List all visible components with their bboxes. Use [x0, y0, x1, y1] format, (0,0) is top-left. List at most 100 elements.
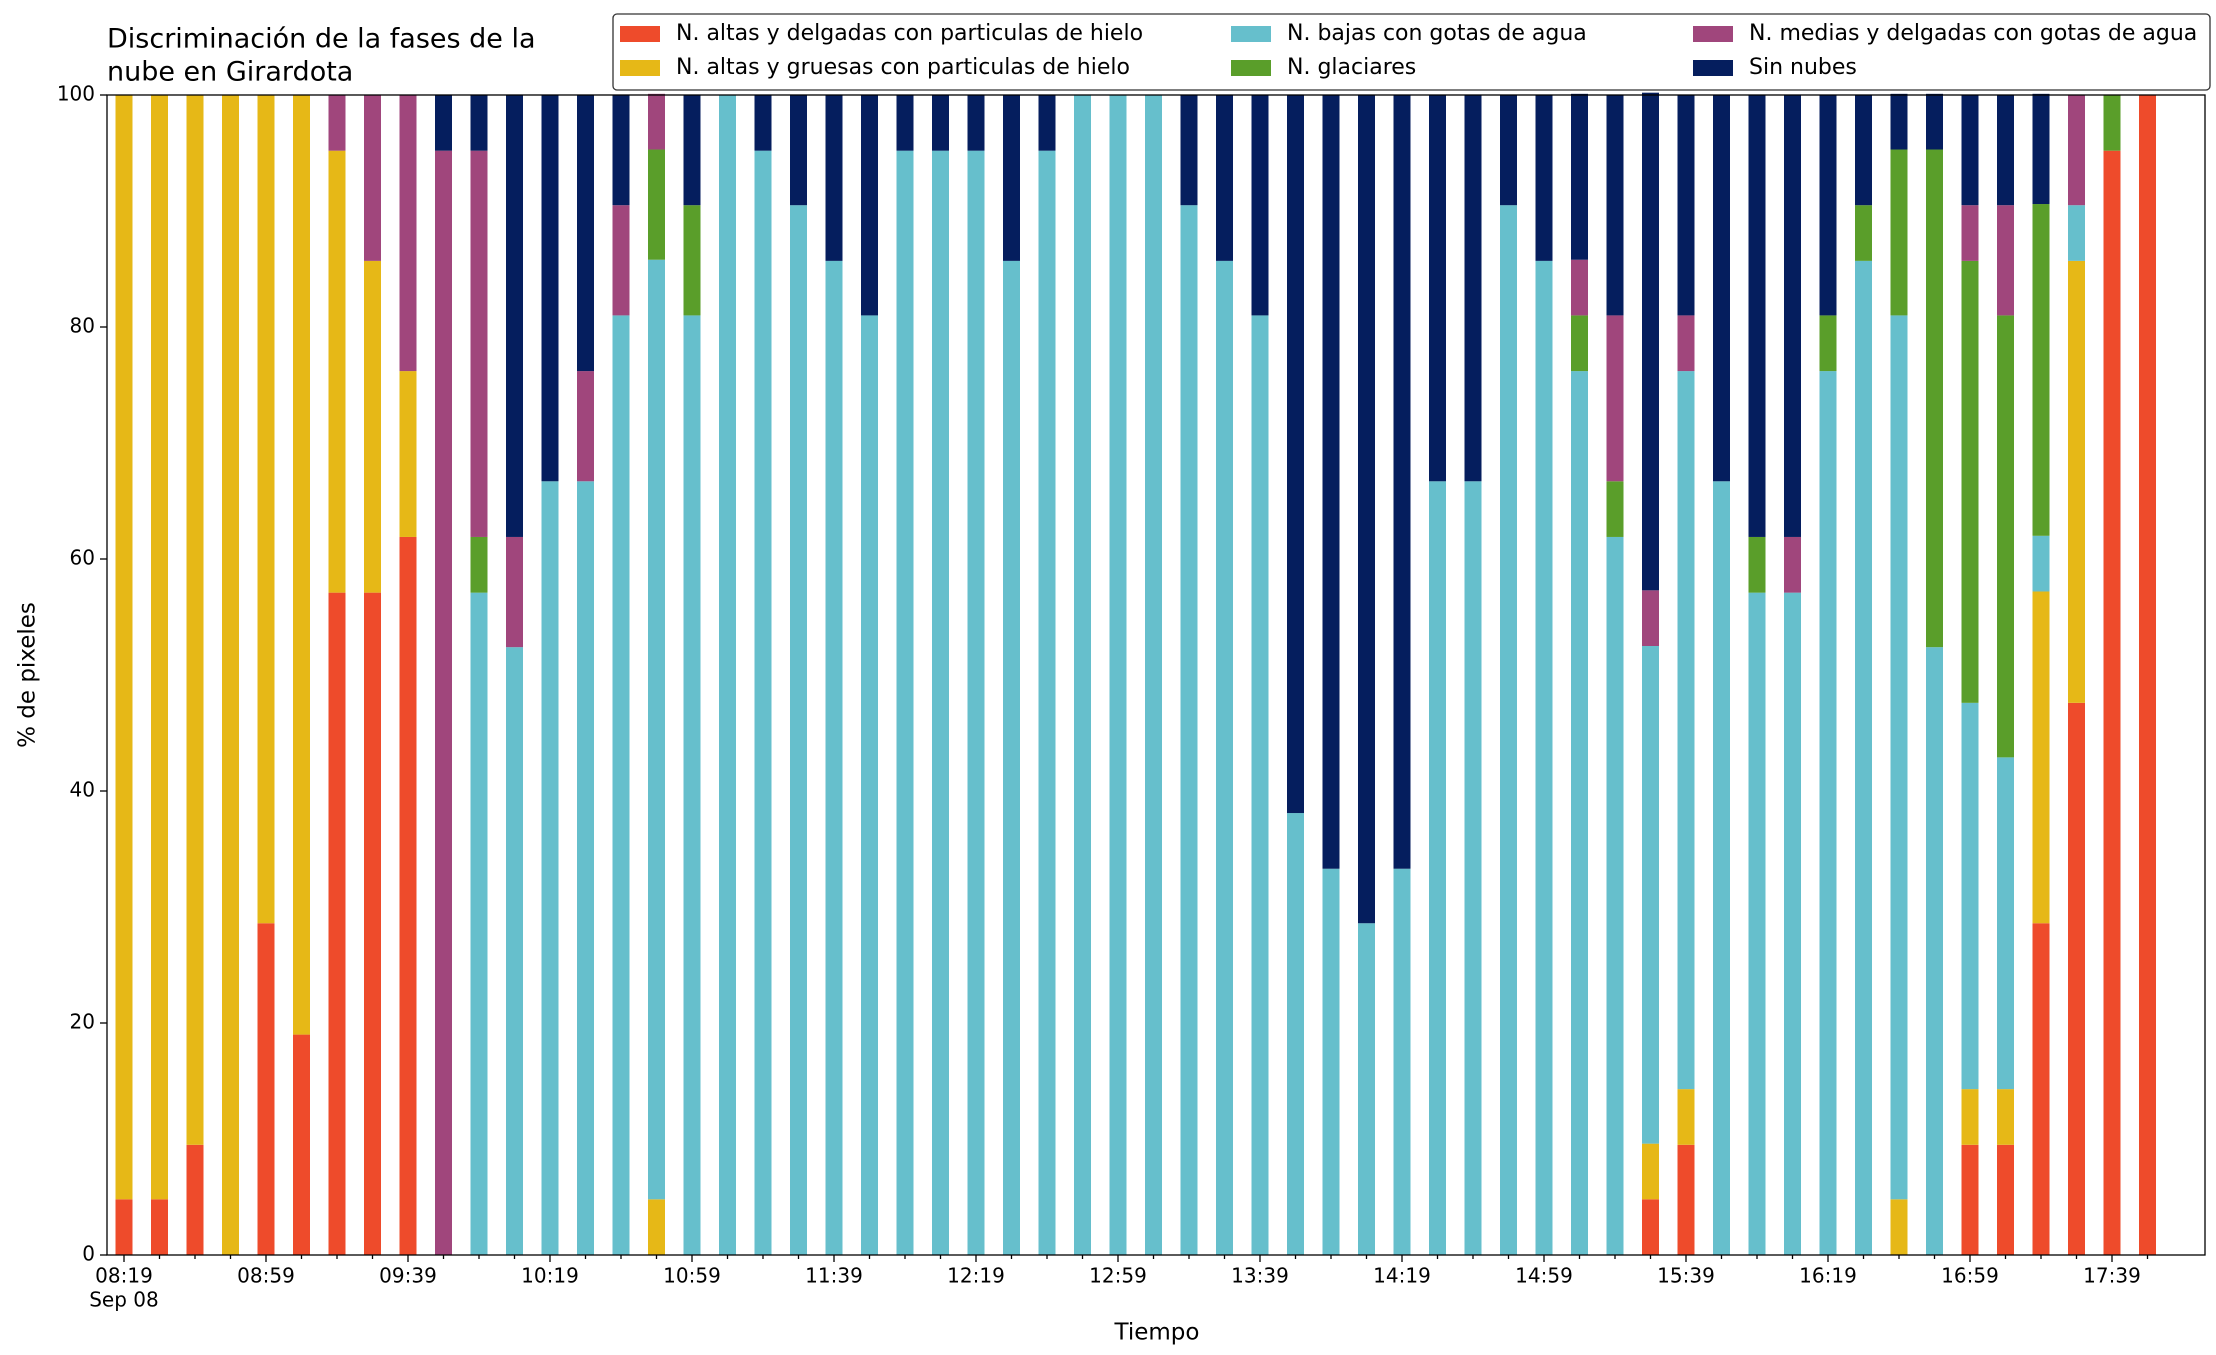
bar-segment	[1180, 95, 1198, 206]
bar-segment	[1819, 371, 1837, 1256]
bar-segment	[2032, 93, 2050, 205]
bar-segment	[1997, 1089, 2014, 1145]
bar-segment	[115, 95, 133, 1200]
bar-segment	[1358, 95, 1375, 924]
y-tick-label: 100	[57, 82, 95, 106]
bar-segment	[1961, 1089, 1979, 1145]
bar-segment	[2032, 204, 2050, 536]
y-tick-label: 0	[82, 1242, 95, 1266]
bar-segment	[1855, 95, 1872, 206]
x-date-label: Sep 08	[89, 1288, 159, 1312]
bar-segment	[1961, 260, 1979, 703]
bar-segment	[1642, 646, 1659, 1144]
bar-segment	[1251, 95, 1269, 316]
bar-segment	[186, 1144, 204, 1255]
y-tick-label: 20	[70, 1010, 95, 1034]
bar-segment	[151, 95, 168, 1200]
x-tick-label: 14:59	[1515, 1264, 1573, 1288]
bar-segment	[754, 95, 772, 151]
bar-segment	[435, 95, 452, 151]
bar-segment	[1216, 260, 1233, 1255]
bar-segment	[967, 150, 985, 1256]
bar-segment	[1003, 95, 1020, 261]
bar-segment	[1997, 315, 2014, 758]
bar-segment	[293, 1034, 310, 1255]
y-tick-label: 80	[70, 314, 95, 338]
bar-segment	[1535, 95, 1553, 261]
bar-segment	[1287, 95, 1304, 814]
bar-segment	[1464, 95, 1482, 482]
legend-swatch	[620, 26, 660, 42]
bar-segment	[1997, 205, 2014, 316]
bar-segment	[1997, 95, 2014, 206]
x-axis-label: Tiempo	[1114, 1320, 1200, 1346]
bar-segment	[1748, 592, 1766, 1255]
plot-frame	[106, 94, 2206, 1256]
y-axis-label: % de pixeles	[15, 602, 41, 748]
bar-segment	[1784, 592, 1801, 1255]
x-tick-label: 16:59	[1941, 1264, 1999, 1288]
bar-segment	[1571, 315, 1588, 372]
bar-segment	[364, 260, 381, 593]
bar-segment	[506, 95, 523, 537]
bar-segment	[683, 315, 701, 1255]
bar-segment	[896, 95, 914, 151]
bar-segment	[790, 95, 807, 206]
bar-segment	[1642, 92, 1659, 591]
x-tick-label: 17:39	[2083, 1264, 2141, 1288]
bar-segment	[1038, 150, 1056, 1256]
legend-label: N. altas y delgadas con particulas de hi…	[676, 21, 1143, 46]
bar-segment	[364, 592, 381, 1255]
bar-segment	[1890, 315, 1908, 1200]
bar-segment	[1926, 93, 1943, 150]
bar-segment	[577, 371, 594, 482]
legend-label: N. glaciares	[1287, 55, 1416, 80]
x-tick-label: 11:39	[805, 1264, 863, 1288]
bar-segment	[2068, 260, 2085, 703]
bar-segment	[1642, 1199, 1659, 1255]
bar-segment	[790, 205, 807, 1256]
bar-segment	[1890, 93, 1908, 150]
chart-title: Discriminación de la fases de la	[107, 24, 536, 55]
bar-segment	[399, 536, 417, 1255]
bar-segment	[1393, 95, 1411, 869]
bar-segment	[1784, 95, 1801, 537]
bar-segment	[506, 647, 523, 1255]
bar-segment	[1926, 149, 1943, 648]
bar-segment	[1642, 590, 1659, 646]
bar-segment	[1997, 757, 2014, 1090]
chart-title: nube en Girardota	[107, 57, 353, 88]
x-tick-label: 09:39	[379, 1264, 437, 1288]
x-tick-label: 13:39	[1231, 1264, 1289, 1288]
bar-segment	[2032, 535, 2050, 592]
legend-swatch	[620, 60, 660, 76]
y-tick-label: 40	[70, 778, 95, 802]
bar-segment	[2032, 923, 2050, 1255]
x-tick-label: 08:19	[95, 1264, 153, 1288]
bar-segment	[328, 150, 346, 593]
bar-segment	[1819, 315, 1837, 372]
bar-segment	[1890, 149, 1908, 316]
bar-segment	[1322, 868, 1340, 1255]
bar-segment	[364, 95, 381, 261]
bar-segment	[1038, 95, 1056, 151]
bar-segment	[825, 260, 843, 1255]
bar-segment	[1855, 205, 1872, 261]
bar-segment	[1606, 315, 1624, 482]
bar-segment	[1997, 1144, 2014, 1255]
bar-segment	[1713, 95, 1730, 482]
x-tick-label: 10:59	[663, 1264, 721, 1288]
legend-label: N. medias y delgadas con gotas de agua	[1749, 21, 2197, 46]
bar-segment	[754, 150, 772, 1256]
bar-segment	[1961, 702, 1979, 1090]
bar-segment	[1713, 481, 1730, 1255]
bar-segment	[1287, 813, 1304, 1255]
bar-segment	[1358, 923, 1375, 1255]
bar-segment	[541, 95, 559, 482]
bar-segment	[1571, 93, 1588, 260]
bar-segment	[2139, 95, 2156, 1255]
bar-segment	[612, 205, 630, 316]
bar-segment	[1677, 1089, 1695, 1145]
bar-segment	[2103, 95, 2121, 151]
y-tick-label: 60	[70, 546, 95, 570]
